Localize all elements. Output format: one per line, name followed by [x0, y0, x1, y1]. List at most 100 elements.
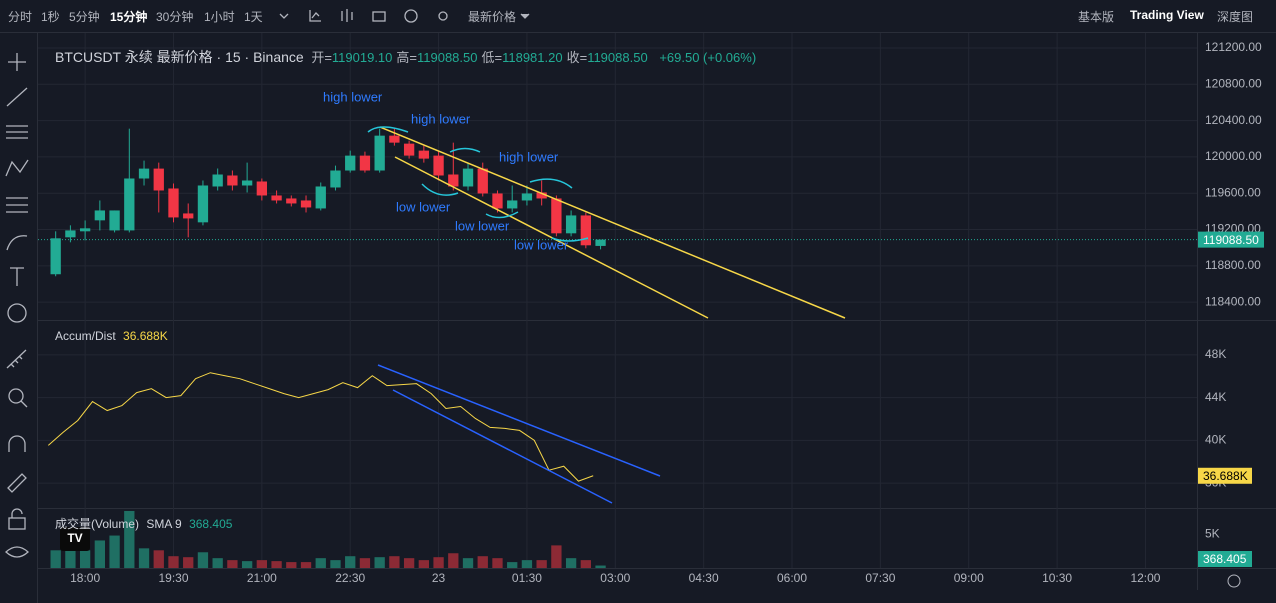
trend-line — [394, 156, 709, 319]
volume-bar — [477, 556, 488, 568]
y-tick-label: 120800.00 — [1205, 76, 1262, 90]
value-badge-label: 368.405 — [1203, 552, 1247, 566]
indicator-subtitle: SMA 9 — [146, 517, 182, 531]
ohlc-value: 118981.20 — [502, 50, 563, 65]
zoom-tool[interactable] — [8, 388, 24, 404]
price-badge-label: 119088.50 — [1203, 233, 1259, 247]
ohlc-value: 119088.50 — [417, 50, 478, 65]
volume-bar — [94, 540, 106, 568]
tv-logo-mark: TV — [67, 531, 82, 545]
interval-dropdown[interactable] — [279, 13, 289, 19]
add-button[interactable] — [404, 9, 418, 23]
x-tick-label: 18:00 — [70, 571, 100, 585]
volume-bar — [271, 561, 282, 568]
settings-button[interactable] — [1227, 574, 1241, 588]
emoji-tool[interactable] — [7, 303, 27, 323]
text-tool[interactable] — [10, 267, 24, 286]
x-tick-label: 23 — [432, 571, 446, 585]
volume-bar — [565, 558, 577, 568]
price-badge — [1198, 231, 1264, 248]
pattern-tool[interactable] — [5, 159, 29, 177]
candle-body — [153, 168, 164, 191]
candle-body — [79, 228, 91, 232]
ohlc-label: 收= — [566, 50, 588, 65]
indicator-value: 368.405 — [189, 517, 233, 531]
candle-body — [197, 185, 209, 223]
candle-body — [124, 178, 135, 231]
y-tick-label: 5K — [1205, 527, 1220, 541]
x-tick-label: 21:00 — [247, 571, 277, 585]
annotation: low lower — [455, 218, 510, 233]
chart-type-button[interactable] — [341, 9, 353, 22]
x-tick-label: 19:30 — [158, 571, 188, 585]
y-tick-label: 119600.00 — [1205, 185, 1261, 199]
brush-tool[interactable] — [6, 235, 28, 251]
y-tick-label: 118800.00 — [1205, 258, 1261, 272]
interval-button[interactable]: 1小时 — [204, 10, 235, 24]
view-button[interactable]: Trading View — [1130, 8, 1204, 22]
volume-bar — [138, 548, 150, 568]
arc-mark — [529, 178, 573, 189]
indicator-title: Accum/Dist — [55, 329, 116, 343]
volume-bar — [536, 560, 547, 568]
ohlc-label: 高= — [396, 50, 417, 65]
x-tick-label: 01:30 — [512, 571, 542, 585]
settings-button[interactable] — [438, 11, 448, 21]
visibility-tool[interactable] — [5, 546, 29, 558]
interval-button[interactable]: 15分钟 — [110, 10, 148, 24]
candle-body — [109, 210, 120, 231]
x-tick-label: 22:30 — [335, 571, 365, 585]
volume-bar — [168, 556, 179, 568]
trend-line — [379, 126, 846, 319]
ohlc-value: 119019.10 — [331, 50, 393, 65]
candle-body — [536, 192, 547, 199]
value-badge-label: 36.688K — [1203, 469, 1248, 483]
price-mode[interactable]: 最新价格 — [468, 10, 517, 24]
candle-body — [418, 150, 429, 159]
volume-bar — [197, 552, 209, 568]
interval-button[interactable]: 分时 — [8, 10, 33, 24]
candle-body — [492, 193, 503, 209]
interval-button[interactable]: 30分钟 — [156, 10, 194, 24]
y-tick-label: 120000.00 — [1205, 149, 1262, 163]
interval-button[interactable]: 5分钟 — [69, 10, 100, 24]
lock-tool[interactable] — [8, 517, 26, 530]
candle-body — [507, 200, 518, 209]
fib-tool[interactable] — [6, 125, 28, 139]
value-badge — [1198, 467, 1252, 484]
y-tick-label: 121200.00 — [1205, 40, 1262, 54]
arc-mark — [449, 147, 481, 153]
annotation: low lower — [514, 237, 569, 252]
indicator-button[interactable] — [309, 10, 321, 22]
volume-bar — [300, 562, 312, 568]
candle-body — [462, 168, 474, 187]
candle-body — [448, 174, 459, 187]
interval-button[interactable]: 1秒 — [41, 10, 60, 24]
view-button[interactable]: 基本版 — [1078, 10, 1115, 24]
indicator-title: 成交量(Volume) — [55, 517, 140, 531]
candle-body — [565, 215, 577, 234]
toolbar-icons — [279, 9, 530, 23]
interval-button[interactable]: 1天 — [244, 10, 263, 24]
arc-mark — [485, 211, 519, 219]
trendline-tool[interactable] — [6, 87, 28, 107]
volume-bar — [124, 510, 135, 568]
projection-tool[interactable] — [6, 197, 28, 213]
candle-body — [345, 155, 356, 171]
screenshot-button[interactable] — [372, 11, 386, 22]
lock-drawing-tool[interactable] — [7, 473, 27, 493]
ruler-tool[interactable] — [6, 349, 27, 369]
candle-body — [138, 168, 150, 179]
magnet-tool[interactable] — [8, 435, 26, 452]
candle-body — [286, 198, 297, 204]
ohlc-label: 开= — [311, 50, 332, 65]
y-tick-label: 40K — [1205, 433, 1226, 447]
trend-line — [392, 389, 613, 504]
y-tick-label: 48K — [1205, 347, 1226, 361]
crosshair-tool[interactable] — [8, 53, 26, 71]
volume-bar — [433, 557, 444, 568]
price-mode-dropdown[interactable] — [520, 13, 530, 19]
view-button[interactable]: 深度图 — [1217, 10, 1254, 24]
